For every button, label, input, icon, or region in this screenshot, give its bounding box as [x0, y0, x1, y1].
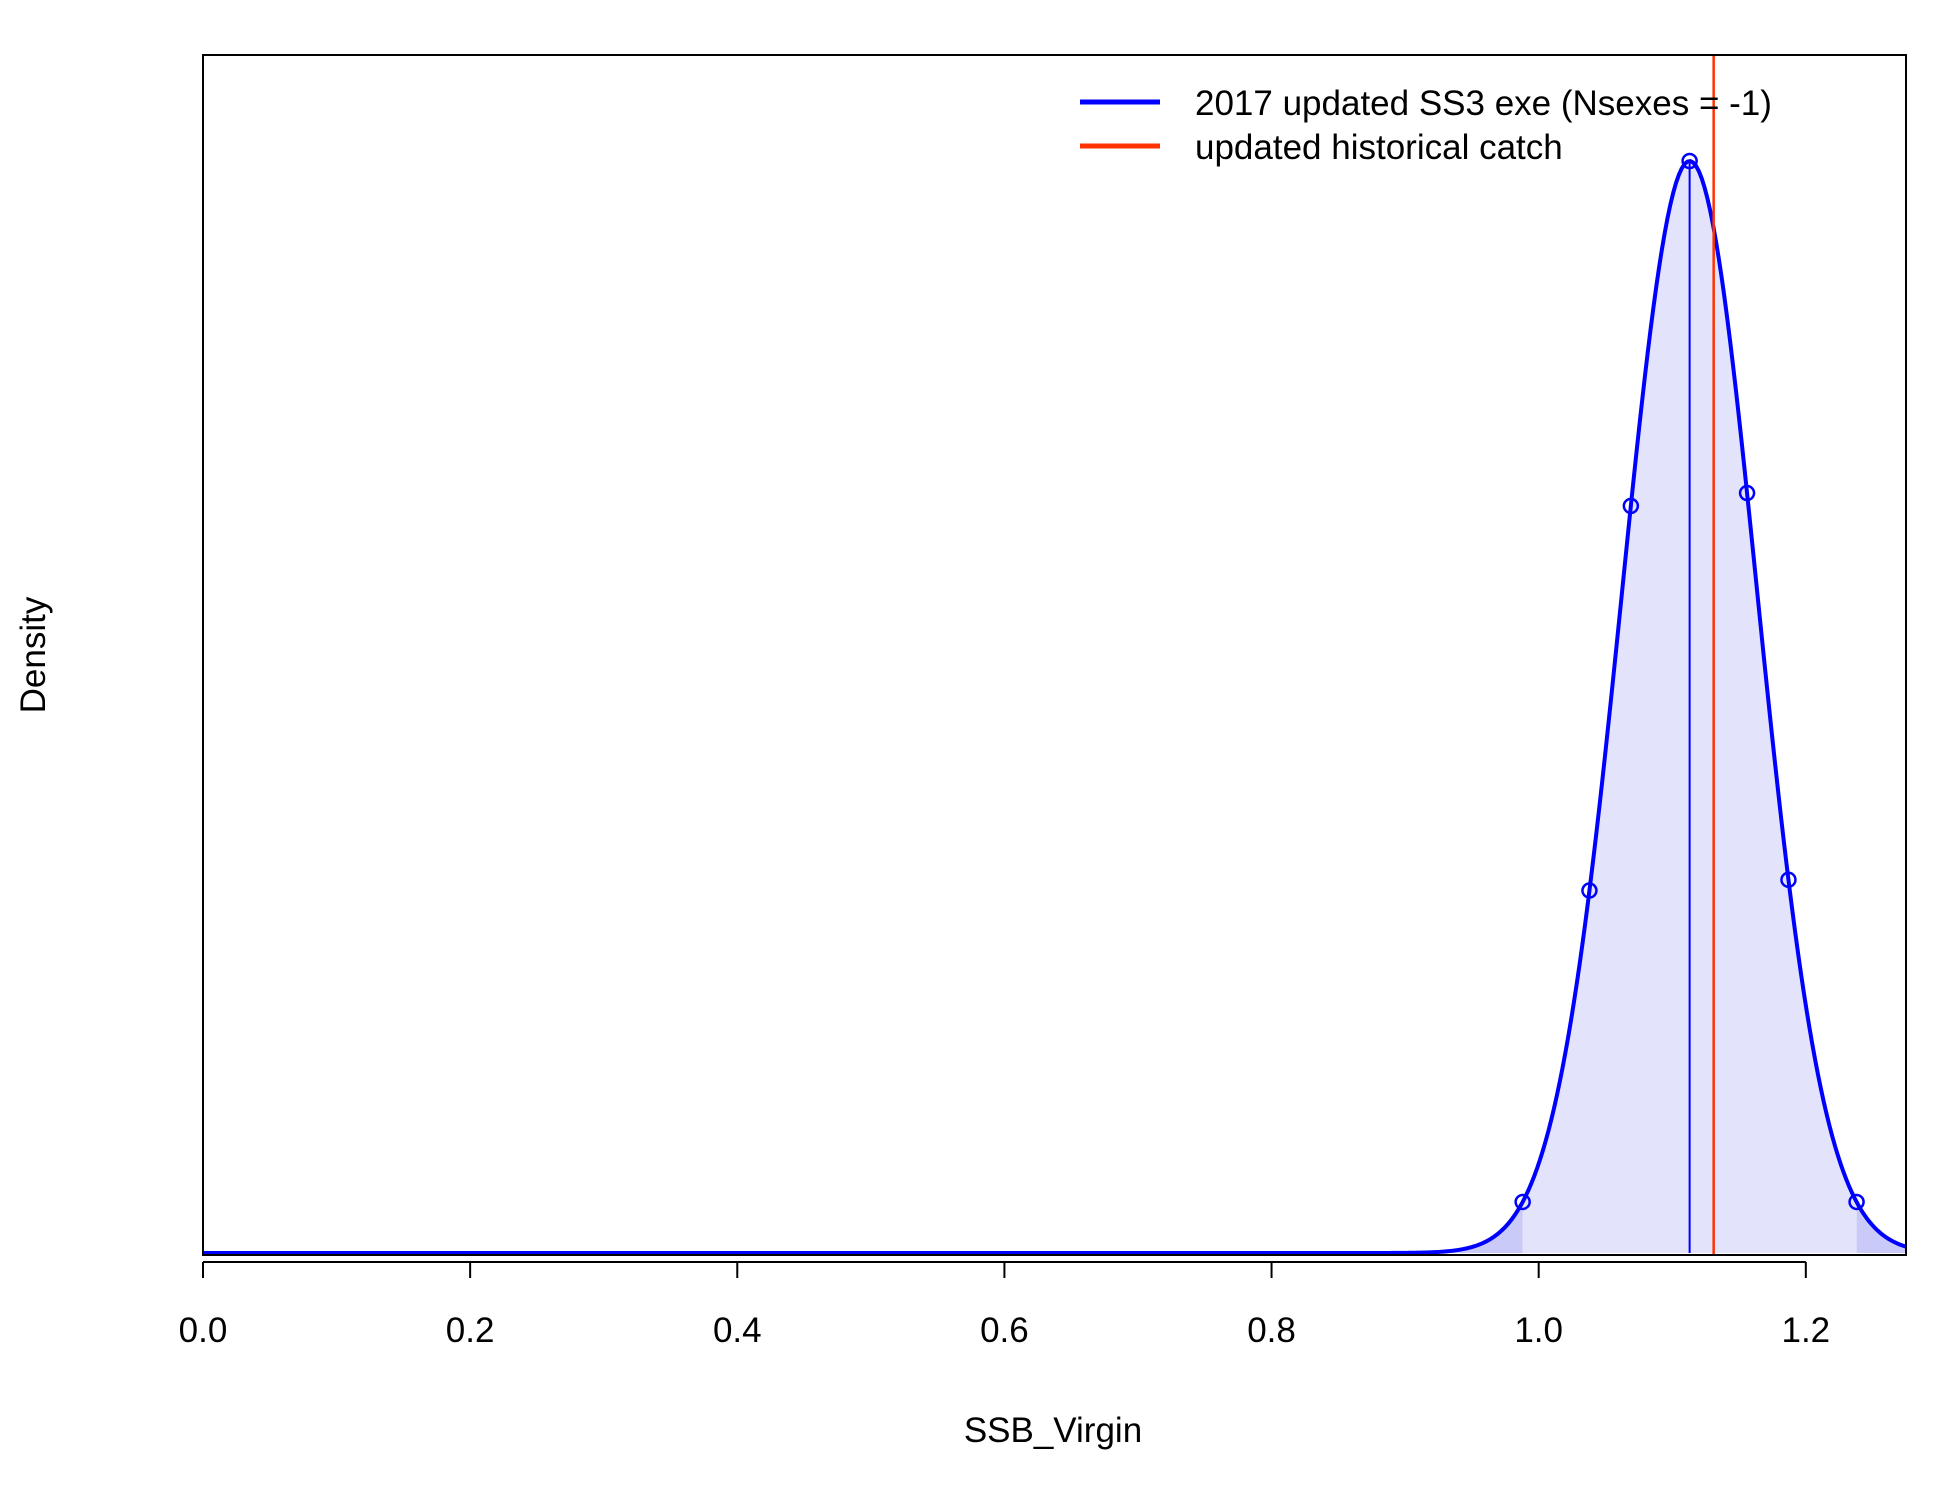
y-axis-label: Density [14, 596, 53, 713]
x-tick-label-6: 1.2 [1781, 1311, 1830, 1350]
density-tail-right [1856, 1201, 1906, 1253]
x-tick-label-3: 0.6 [980, 1311, 1029, 1350]
legend-label-series-2: updated historical catch [1195, 128, 1563, 167]
plot-layer [203, 55, 1907, 1255]
x-tick-label-4: 0.8 [1247, 1311, 1296, 1350]
marker-point-2 [1622, 497, 1640, 515]
legend: 2017 updated SS3 exe (Nsexes = -1) updat… [1080, 84, 1772, 167]
marker-point-0 [1514, 1193, 1531, 1211]
marker-point-6 [1848, 1193, 1865, 1211]
marker-point-3 [1681, 152, 1698, 170]
x-tick-label-1: 0.2 [446, 1311, 495, 1350]
legend-label-series-1: 2017 updated SS3 exe (Nsexes = -1) [1195, 84, 1772, 123]
x-tick-label-5: 1.0 [1514, 1311, 1563, 1350]
marker-point-5 [1780, 871, 1797, 889]
density-tail-left [203, 1201, 1523, 1253]
x-axis: 0.0 0.2 0.4 0.6 0.8 1.0 1.2 [179, 1261, 1830, 1350]
marker-point-1 [1581, 882, 1598, 899]
plot-frame [202, 54, 1907, 1256]
x-axis-label: SSB_Virgin [964, 1411, 1142, 1450]
marker-point-4 [1738, 484, 1756, 502]
x-tick-label-2: 0.4 [713, 1311, 762, 1350]
x-tick-label-0: 0.0 [179, 1311, 228, 1350]
density-curve [203, 158, 1907, 1255]
